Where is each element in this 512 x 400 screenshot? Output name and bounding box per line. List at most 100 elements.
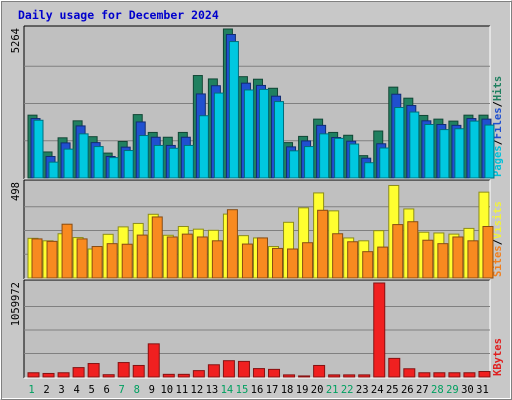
bar-sites-day-24 — [377, 246, 389, 279]
bar-kbytes-day-26 — [403, 368, 416, 378]
bar-pages-day-20 — [319, 133, 330, 179]
bar-pages-day-28 — [439, 129, 450, 179]
bar-pages-day-23 — [364, 162, 375, 179]
bar-sites-day-8 — [136, 234, 148, 279]
bar-sites-day-5 — [91, 246, 103, 279]
bar-sites-day-16 — [256, 237, 268, 279]
bar-kbytes-day-27 — [418, 372, 431, 378]
panel-hits-legend: Pages/Files/Hits — [492, 76, 504, 177]
bar-kbytes-day-17 — [268, 368, 281, 378]
day-label-11: 11 — [176, 384, 189, 396]
bar-kbytes-day-5 — [87, 363, 100, 378]
bar-sites-day-18 — [287, 248, 299, 279]
bar-sites-day-2 — [46, 240, 58, 279]
bar-pages-day-21 — [334, 137, 345, 179]
bar-pages-day-16 — [258, 88, 269, 179]
day-label-28: 28 — [431, 384, 444, 396]
day-label-5: 5 — [88, 384, 94, 396]
bar-kbytes-day-2 — [42, 372, 55, 378]
bar-sites-day-31 — [482, 225, 494, 279]
bar-sites-day-13 — [211, 240, 223, 279]
day-label-13: 13 — [206, 384, 219, 396]
day-label-25: 25 — [386, 384, 399, 396]
day-label-2: 2 — [43, 384, 49, 396]
bar-kbytes-day-31 — [478, 371, 491, 378]
bar-pages-day-29 — [454, 128, 465, 179]
bar-pages-day-18 — [289, 150, 300, 179]
bar-pages-day-8 — [138, 135, 149, 179]
bar-pages-day-3 — [63, 148, 74, 179]
bar-pages-day-24 — [379, 147, 390, 179]
day-label-1: 1 — [28, 384, 34, 396]
legend-entry: / — [492, 101, 504, 107]
day-label-30: 30 — [461, 384, 474, 396]
day-label-14: 14 — [221, 384, 234, 396]
bar-sites-day-28 — [437, 243, 449, 279]
bar-kbytes-day-1 — [27, 372, 40, 378]
day-label-8: 8 — [134, 384, 140, 396]
bar-kbytes-day-11 — [177, 373, 190, 378]
day-label-3: 3 — [58, 384, 64, 396]
bar-kbytes-day-4 — [72, 367, 85, 378]
bar-kbytes-day-14 — [222, 360, 235, 378]
panel-hits-ymax-label: 5264 — [10, 28, 22, 53]
bar-kbytes-day-13 — [207, 364, 220, 378]
bar-kbytes-day-24 — [373, 282, 386, 378]
day-label-18: 18 — [281, 384, 294, 396]
bar-sites-day-7 — [121, 243, 133, 279]
series-sites — [31, 209, 494, 279]
day-label-27: 27 — [416, 384, 429, 396]
bar-kbytes-day-7 — [117, 362, 130, 378]
bar-kbytes-day-6 — [102, 374, 115, 378]
day-label-21: 21 — [326, 384, 339, 396]
bar-sites-day-14 — [226, 209, 238, 279]
bar-pages-day-2 — [48, 161, 59, 179]
day-label-16: 16 — [251, 384, 264, 396]
day-label-10: 10 — [160, 384, 173, 396]
day-label-24: 24 — [371, 384, 384, 396]
bar-kbytes-day-22 — [343, 374, 356, 378]
bar-kbytes-day-25 — [388, 357, 401, 378]
panel-visits-ymax-label: 498 — [10, 182, 22, 201]
day-label-20: 20 — [311, 384, 324, 396]
bar-pages-day-4 — [78, 133, 89, 179]
bar-kbytes-day-19 — [298, 375, 311, 378]
bar-sites-day-23 — [362, 251, 374, 279]
bar-sites-day-25 — [392, 224, 404, 279]
bar-pages-day-9 — [153, 144, 164, 179]
day-label-23: 23 — [356, 384, 369, 396]
legend-entry: / — [492, 139, 504, 145]
bar-kbytes-day-10 — [162, 373, 175, 378]
panel-hits: 5264 Pages/Files/Hits — [10, 25, 504, 180]
bar-sites-day-22 — [347, 241, 359, 279]
bar-kbytes-day-30 — [463, 372, 476, 378]
day-label-29: 29 — [446, 384, 459, 396]
bar-pages-day-17 — [274, 101, 285, 179]
bar-pages-day-26 — [409, 111, 420, 179]
panel-kbytes: 1059972 KBytes — [10, 279, 504, 379]
bar-pages-day-27 — [424, 124, 435, 179]
bar-kbytes-day-18 — [283, 374, 296, 378]
legend-entry: / — [492, 239, 504, 245]
bar-sites-day-3 — [61, 223, 73, 279]
bar-pages-day-7 — [123, 150, 134, 179]
legend-entry: Sites — [492, 245, 504, 277]
bar-pages-day-6 — [108, 157, 119, 179]
bar-pages-day-22 — [349, 143, 360, 179]
legend-entry: Pages — [492, 145, 504, 177]
day-label-31: 31 — [476, 384, 489, 396]
bar-kbytes-day-12 — [192, 370, 205, 378]
bar-pages-day-31 — [484, 124, 495, 179]
bar-sites-day-9 — [151, 216, 163, 279]
bar-pages-day-12 — [198, 115, 209, 179]
bar-kbytes-day-23 — [358, 374, 371, 378]
bar-sites-day-19 — [302, 242, 314, 279]
bar-sites-day-10 — [166, 236, 178, 279]
series-pages — [33, 41, 495, 179]
day-label-7: 7 — [119, 384, 125, 396]
day-label-17: 17 — [266, 384, 279, 396]
series-kbytes — [27, 282, 491, 378]
bar-sites-day-20 — [317, 209, 329, 279]
